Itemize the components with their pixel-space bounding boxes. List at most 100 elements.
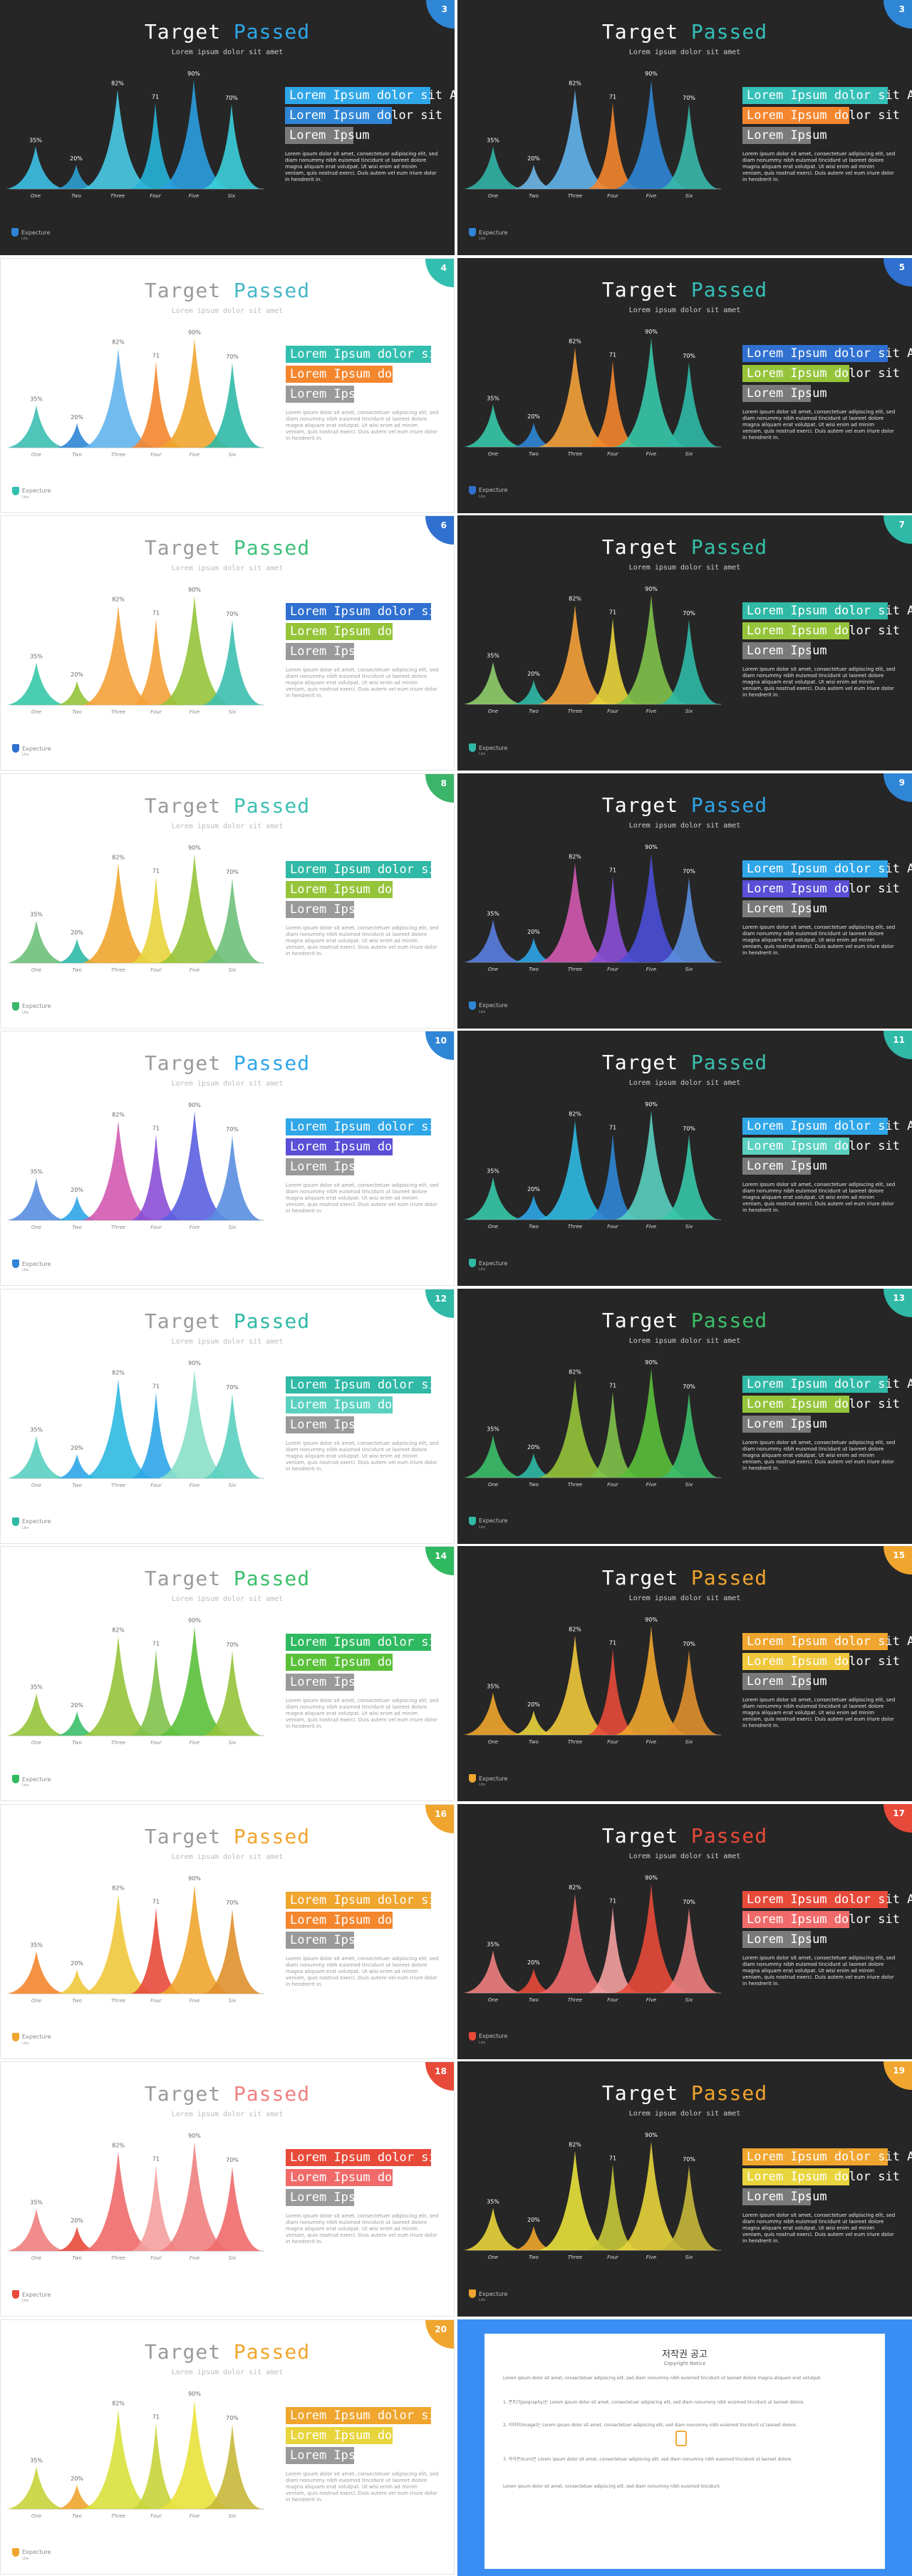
slide-14[interactable]: 15 Target Passed Lorem ipsum dolor sit ame… [457,1546,912,1801]
value-label: 70% [683,1899,695,1905]
peak-chart: 35% One 20% Two 82% Three 71 Four 90% Five 70% Six [6,329,264,458]
highlight-bar-1: Lorem Ipsum dolor sit Ame [286,2149,454,2166]
brand-logo: Expecture Lite [12,1001,51,1015]
highlight-bar-1: Lorem Ipsum dolor sit Ame [286,860,454,878]
category-label: Six [685,1224,693,1230]
highlight-bar-3: Lorem Ipsum [742,2188,827,2205]
peak-chart: 35% One 20% Two 82% Three 71 Four 90% Five 70% Six [463,2132,721,2260]
category-label: Four [607,193,619,199]
logo-subtext: Lite [22,495,29,500]
logo-name: Expecture [479,1259,508,1267]
peak-one [6,662,66,705]
value-label: 20% [71,929,83,936]
brand-logo: Expecture Lite [12,1517,51,1530]
highlight-bar-text: Lorem Ipsum dolor sit [747,624,900,638]
logo-shield-icon [469,743,476,752]
slide-8[interactable]: 9 Target Passed Lorem ipsum dolor sit amet… [457,773,912,1029]
value-label: 82% [112,1112,125,1118]
slide-13[interactable]: 14 Target Passed Lorem ipsum dolor sit ame… [0,1546,455,1801]
slide-17[interactable]: 18 Target Passed Lorem ipsum dolor sit ame… [0,2061,455,2317]
category-label: Four [150,1225,162,1230]
peak-chart: 35% One 20% Two 82% Three 71 Four 90% Five 70% Six [6,1875,264,2004]
peak-four [130,2422,182,2509]
slide-5[interactable]: 6 Target Passed Lorem ipsum dolor sit amet… [0,515,455,771]
category-label: Five [646,451,656,457]
highlight-bar-text: Lorem Ipsum [747,644,827,658]
highlight-bar-2: Lorem Ipsum dolor sit [286,623,443,640]
peak-chart: 35% One 20% Two 82% Three 71 Four 90% Five 70% Six [463,586,721,714]
value-label: 90% [645,1617,658,1623]
logo-shield-icon [12,744,19,753]
title-word-2: Passed [221,278,311,302]
category-label: One [488,1482,498,1488]
highlight-bar-3: Lorem Ipsum [286,1931,370,1949]
peak-four [587,1906,638,1993]
value-label: 71 [152,2413,160,2420]
peak-five [614,1111,688,1220]
peak-five [614,1368,688,1478]
brand-logo: Expecture Lite [469,1516,507,1530]
highlight-bar-text: Lorem Ipsum dolor sit Ame [290,2150,455,2165]
slide-7[interactable]: 8 Target Passed Lorem ipsum dolor sit amet… [0,773,455,1029]
value-label: 82% [569,1369,581,1375]
highlight-bar-text: Lorem Ipsum dolor sit [290,2428,443,2443]
highlight-bar-text: Lorem Ipsum dolor sit Ame [747,861,912,876]
highlight-bar-text: Lorem Ipsum [290,1160,370,1174]
slide-4[interactable]: 5 Target Passed Lorem ipsum dolor sit amet… [457,257,912,513]
slide-18[interactable]: 19 Target Passed Lorem ipsum dolor sit ame… [457,2061,912,2317]
peak-chart: 35% One 20% Two 82% Three 71 Four 90% Five 70% Six [6,1360,264,1488]
slide-19[interactable]: 20 Target Passed Lorem ipsum dolor sit ame… [0,2319,455,2575]
slide-6[interactable]: 7 Target Passed Lorem ipsum dolor sit amet… [457,515,912,771]
slide-3[interactable]: 4 Target Passed Lorem ipsum dolor sit amet… [0,257,455,513]
slide-title: Target Passed [1,2340,454,2364]
body-paragraph: Lorem ipsum dolor sit amet, consectetuer… [742,1439,896,1471]
peak-two [514,2226,554,2250]
peak-one [6,1436,66,1478]
value-label: 20% [71,414,83,421]
body-paragraph: Lorem ipsum dolor sit amet, consectetuer… [742,2212,896,2244]
title-word-1: Target [144,278,222,302]
peak-five [614,595,688,704]
highlight-bar-text: Lorem Ipsum dolor sit [290,366,443,381]
highlight-bar-3: Lorem Ipsum [742,1930,827,1948]
peak-five [157,853,232,963]
highlight-bar-3: Lorem Ipsum [286,643,370,660]
peak-five [614,1883,688,1993]
logo-name: Expecture [479,2033,508,2039]
title-word-2: Passed [221,536,311,560]
category-label: Three [568,1997,582,2003]
highlight-bar-2: Lorem Ipsum dolor sit [286,365,443,383]
highlight-bar-2: Lorem Ipsum dolor sit [286,1654,443,1671]
highlight-bar-text: Lorem Ipsum [290,1417,370,1432]
slide-12[interactable]: 13 Target Passed Lorem ipsum dolor sit ame… [457,1288,912,1544]
peak-chart: 35% One 20% Two 82% Three 71 Four 90% Five 70% Six [6,1102,264,1230]
title-word-1: Target [144,2339,222,2364]
value-label: 71 [609,609,616,615]
copyright-slide[interactable]: 저작권 공고 Copyright Notice Lorem ipsum dolor … [457,2319,912,2576]
slide-2[interactable]: 3 Target Passed Lorem ipsum dolor sit amet… [457,0,912,255]
category-label: Six [685,1739,693,1745]
peak-six [659,2165,719,2250]
slide-11[interactable]: 12 Target Passed Lorem ipsum dolor sit ame… [0,1288,455,1544]
peak-two [514,1711,554,1735]
category-label: One [488,193,498,199]
slide-10[interactable]: 11 Target Passed Lorem ipsum dolor sit ame… [457,1031,912,1286]
slide-title: Target Passed [457,1051,912,1074]
peak-chart: 35% One 20% Two 82% Three 71 Four 90% Five 70% Six [463,1101,721,1230]
slide-15[interactable]: 16 Target Passed Lorem ipsum dolor sit ame… [0,1803,455,2059]
peak-six [659,877,719,962]
slide-subtitle: Lorem ipsum dolor sit amet [628,564,741,572]
slide-16[interactable]: 17 Target Passed Lorem ipsum dolor sit ame… [457,1803,912,2059]
highlight-bar-text: Lorem Ipsum dolor sit Ame [747,88,912,103]
value-label: 20% [527,155,540,162]
category-label: Three [111,1225,125,1230]
value-label: 90% [188,329,201,336]
peak-five [614,1626,688,1735]
peak-three [538,89,612,189]
peak-one [463,1950,523,1993]
logo-shield-icon [469,1259,476,1267]
slide-title: Target Passed [1,1825,454,1848]
slide-9[interactable]: 10 Target Passed Lorem ipsum dolor sit ame… [0,1031,455,1286]
slide-1[interactable]: 3 Target Passed Lorem ipsum dolor sit amet… [0,0,455,255]
highlight-bar-2: Lorem Ipsum dolor sit [742,1138,900,1155]
